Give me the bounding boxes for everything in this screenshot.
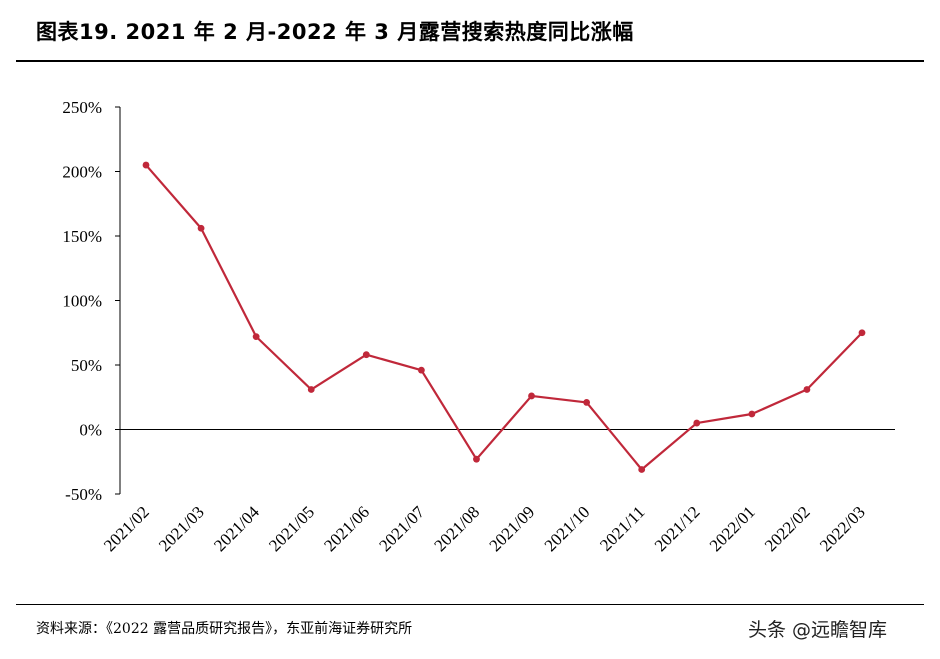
- x-tick-label: 2021/08: [430, 502, 483, 555]
- chart-series: [142, 161, 866, 473]
- data-point: [473, 455, 480, 463]
- x-tick-label: 2021/09: [486, 502, 539, 555]
- data-point: [142, 161, 150, 169]
- y-tick-label: 0%: [79, 421, 102, 440]
- y-tick-label: 200%: [62, 163, 102, 182]
- x-tick-label: 2021/10: [541, 502, 594, 555]
- x-tick-label: 2022/03: [816, 502, 869, 555]
- data-point: [417, 366, 425, 374]
- line-chart: -50% 0% 50% 100% 150% 200% 250% 2021/02 2021/03…: [62, 98, 895, 555]
- x-tick-label: 2021/07: [375, 502, 428, 555]
- title-rule: [16, 60, 924, 62]
- data-point: [583, 399, 591, 406]
- x-tick-label: 2021/03: [155, 502, 208, 555]
- data-point: [362, 351, 370, 359]
- data-point: [252, 333, 260, 341]
- y-tick-label: 50%: [71, 356, 102, 375]
- data-point: [693, 419, 701, 427]
- data-point: [528, 392, 535, 400]
- chart-title: 图表19. 2021 年 2 月-2022 年 3 月露营搜索热度同比涨幅: [36, 20, 634, 44]
- x-tick-label: 2021/04: [210, 502, 263, 555]
- y-axis-ticks: -50% 0% 50% 100% 150% 200% 250%: [62, 98, 120, 504]
- data-point: [197, 224, 205, 232]
- x-tick-label: 2021/06: [320, 502, 373, 555]
- series-line: [145, 164, 863, 471]
- x-tick-label: 2021/05: [265, 502, 318, 555]
- data-point: [858, 329, 866, 337]
- x-tick-label: 2021/02: [100, 502, 153, 555]
- y-tick-label: 250%: [62, 98, 102, 117]
- data-point: [638, 466, 646, 473]
- x-tick-label: 2021/11: [596, 502, 648, 554]
- x-tick-label: 2022/01: [706, 502, 759, 555]
- y-tick-label: -50%: [65, 485, 102, 504]
- data-point: [803, 386, 811, 393]
- y-tick-label: 100%: [62, 292, 102, 311]
- data-point: [748, 410, 756, 418]
- watermark: 头条 @远瞻智库: [748, 619, 888, 641]
- footer-rule: [16, 604, 924, 605]
- data-point: [307, 386, 315, 393]
- chart-axes: [119, 107, 895, 494]
- x-tick-label: 2021/12: [651, 502, 704, 555]
- source-note: 资料来源：《2022 露营品质研究报告》，东亚前海证券研究所: [36, 621, 413, 637]
- x-axis-ticks: 2021/02 2021/03 2021/04 2021/05 2021/06 2021/…: [100, 502, 869, 555]
- y-tick-label: 150%: [62, 227, 102, 246]
- x-tick-label: 2022/02: [761, 502, 814, 555]
